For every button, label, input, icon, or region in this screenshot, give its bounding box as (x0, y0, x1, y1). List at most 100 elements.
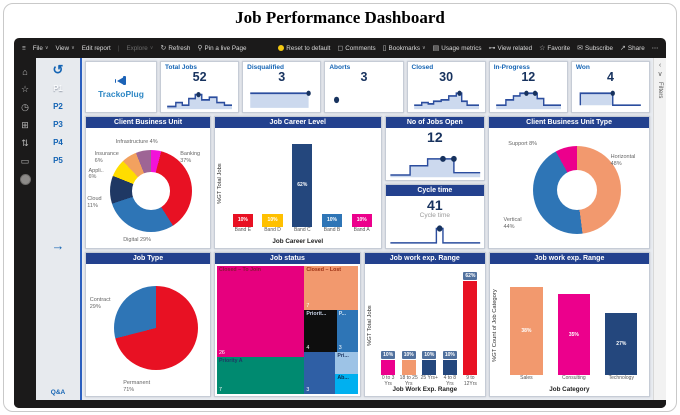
kpi-card-won[interactable]: Won 4 (570, 61, 651, 113)
filters-pane-label: Filters (657, 82, 663, 99)
bar-column[interactable]: 10% 0 to 3 Yrs (378, 269, 399, 386)
hamburger-menu-icon[interactable]: ≡ (22, 44, 26, 52)
back-arrow-icon[interactable]: ↺ (52, 62, 64, 77)
work-exp-bars[interactable]: 10% 0 to 3 Yrs 10% 18 to 25 Yrs 10% 25 Yrs+ 10… (376, 266, 483, 386)
job-status-card[interactable]: Job status Closed – To Join 26 Priority A 7… (213, 252, 361, 397)
kpi-card-disqualified[interactable]: Disqualified 3 (242, 61, 322, 113)
user-avatar[interactable] (19, 174, 31, 185)
jobs-open-card[interactable]: No of Jobs Open 12 (384, 116, 486, 181)
apps-grid-icon[interactable]: ⊞ (21, 120, 29, 130)
favorites-star-icon[interactable]: ☆ (20, 84, 30, 94)
kpi-card-total-jobs[interactable]: Total Jobs 52 (160, 61, 240, 113)
kpi-title: Closed (411, 64, 434, 71)
x-tick-label: 18 to 25 Yrs (399, 375, 418, 386)
file-menu[interactable]: File ∨ (33, 45, 49, 52)
client-business-unit-donut[interactable] (110, 150, 192, 232)
treemap-block[interactable]: Closed – Lost 7 (304, 266, 358, 310)
bar-column[interactable]: 62% Band C (287, 133, 317, 238)
treemap-block[interactable]: Priorit... 4 (304, 309, 337, 352)
bar-column[interactable]: 10% 4 to 8 Yrs (440, 269, 461, 386)
kpi-value: 52 (192, 70, 207, 84)
treemap-block[interactable]: Pri... (335, 351, 358, 374)
bar[interactable]: 38% (510, 287, 543, 375)
bar-column[interactable]: 62% 9 to 12Yrs (460, 269, 481, 386)
usage-metrics-button[interactable]: ▤ Usage metrics (433, 44, 482, 53)
reset-to-default-button[interactable]: Reset to default (278, 45, 330, 52)
shared-icon[interactable]: ⇅ (21, 138, 29, 148)
kpi-card-aborts[interactable]: Aborts 3 (324, 61, 404, 113)
treemap-block[interactable]: 3 (304, 351, 336, 394)
kpi-card-closed[interactable]: Closed 30 (406, 61, 486, 113)
nav-page-p5[interactable]: P5 (53, 156, 63, 165)
card-title: Job work exp. Range (364, 253, 485, 264)
career-level-bars[interactable]: 10% Band E 10% Band D 62% Band C 10% Band B 10% B… (226, 130, 379, 238)
edit-report-button[interactable]: Edit report (81, 44, 111, 52)
workspace-monitor-icon[interactable]: ▭ (20, 156, 30, 166)
bar-column[interactable]: 10% 25 Yrs+ (419, 269, 440, 386)
treemap-block[interactable]: Priority A 7 (216, 356, 305, 394)
powerbi-window: ≡ File ∨ View ∨ Edit report | Explore ∨ ↻ Re… (14, 38, 666, 408)
treemap-block[interactable]: P... 3 (336, 309, 358, 352)
bar[interactable]: 27% (605, 312, 638, 375)
comments-button[interactable]: ◻ Comments (337, 44, 375, 53)
client-business-unit-type-card[interactable]: Client Business Unit Type Support 8% Hori… (488, 116, 651, 249)
card-title: Client Business Unit (86, 117, 210, 128)
bar-column[interactable]: 10% 18 to 25 Yrs (398, 269, 419, 386)
card-title: Job status (214, 253, 360, 264)
job-work-exp-card[interactable]: Job work exp. Range %GT Total Jobs 10% 0 … (363, 252, 486, 397)
overflow-menu[interactable]: ⋯ (651, 44, 658, 52)
favorite-button[interactable]: ☆ Favorite (539, 44, 570, 53)
nav-page-p1[interactable]: P1 (53, 84, 63, 93)
filters-pane-collapsed[interactable]: ‹ ∨ Filters (653, 58, 666, 400)
job-type-card[interactable]: Job Type Contract 29% Permanent 71% (85, 252, 211, 397)
bar[interactable] (442, 359, 457, 375)
bar[interactable]: 10% (232, 213, 253, 227)
bar-column[interactable]: 35% Consulting (550, 269, 597, 386)
cycle-time-card[interactable]: Cycle time 41 Cycle time (384, 184, 486, 249)
view-related-button[interactable]: ⊶ View related (489, 44, 533, 53)
next-arrow-icon[interactable]: → (51, 238, 65, 253)
home-icon[interactable]: ⌂ (22, 67, 28, 77)
refresh-button[interactable]: ↻ Refresh (160, 44, 190, 53)
job-category-card[interactable]: Job work exp. Range %GT Count of Job Cat… (488, 252, 651, 397)
client-business-unit-card[interactable]: Client Business Unit Infrastructure 4% Ba… (85, 116, 211, 249)
bar[interactable]: 62% (292, 143, 313, 227)
bar-column[interactable]: 10% Band E (228, 133, 258, 238)
qa-link[interactable]: Q&A (50, 389, 66, 396)
kpi-value: 3 (360, 70, 368, 84)
bar[interactable] (422, 359, 437, 375)
bar-column[interactable]: 27% Technology (598, 269, 645, 386)
bar[interactable] (401, 359, 416, 375)
bar-column[interactable]: 10% Band D (258, 133, 288, 238)
nav-page-p3[interactable]: P3 (53, 120, 63, 129)
treemap-block[interactable]: Closed – To Join 26 (216, 266, 305, 357)
subscribe-button[interactable]: ✉ Subscribe (577, 44, 613, 53)
bar-column[interactable]: 10% Band B (317, 133, 347, 238)
bar[interactable]: 10% (321, 213, 343, 227)
job-status-treemap[interactable]: Closed – To Join 26 Priority A 7 Closed – Lo… (216, 266, 358, 394)
treemap-block[interactable]: Ab... (335, 373, 358, 394)
jobs-open-sparkline (389, 156, 480, 178)
bar[interactable]: 10% (351, 213, 372, 227)
bookmarks-menu[interactable]: ▯ Bookmarks ∨ (383, 44, 426, 53)
kpi-card-in-progress[interactable]: In-Progress 12 (488, 61, 568, 113)
job-career-level-card[interactable]: Job Career Level %GT Total Jobs 10% Band … (213, 116, 382, 249)
bar[interactable]: 35% (557, 294, 590, 375)
nav-page-p2[interactable]: P2 (53, 102, 63, 111)
bar-column[interactable]: 10% Band A (347, 133, 377, 238)
view-menu[interactable]: View ∨ (56, 45, 75, 52)
bar[interactable] (381, 359, 396, 375)
recent-clock-icon[interactable]: ◷ (21, 102, 29, 112)
pin-live-page-button[interactable]: ⚲ Pin a live Page (197, 44, 246, 53)
job-type-pie[interactable] (114, 286, 198, 370)
usage-metrics-label: Usage metrics (441, 44, 482, 52)
share-button[interactable]: ↗ Share (620, 44, 645, 53)
nav-page-p4[interactable]: P4 (53, 138, 63, 147)
client-business-unit-type-donut[interactable] (533, 146, 622, 234)
expand-chevron-icon[interactable]: ‹ (658, 62, 662, 69)
job-category-bars[interactable]: 38% Sales 35% Consulting 27% Technology (501, 266, 647, 386)
explore-menu: Explore ∨ (126, 45, 153, 52)
bar[interactable]: 10% (262, 213, 283, 227)
bar-column[interactable]: 38% Sales (503, 269, 550, 386)
bar[interactable] (463, 281, 478, 375)
